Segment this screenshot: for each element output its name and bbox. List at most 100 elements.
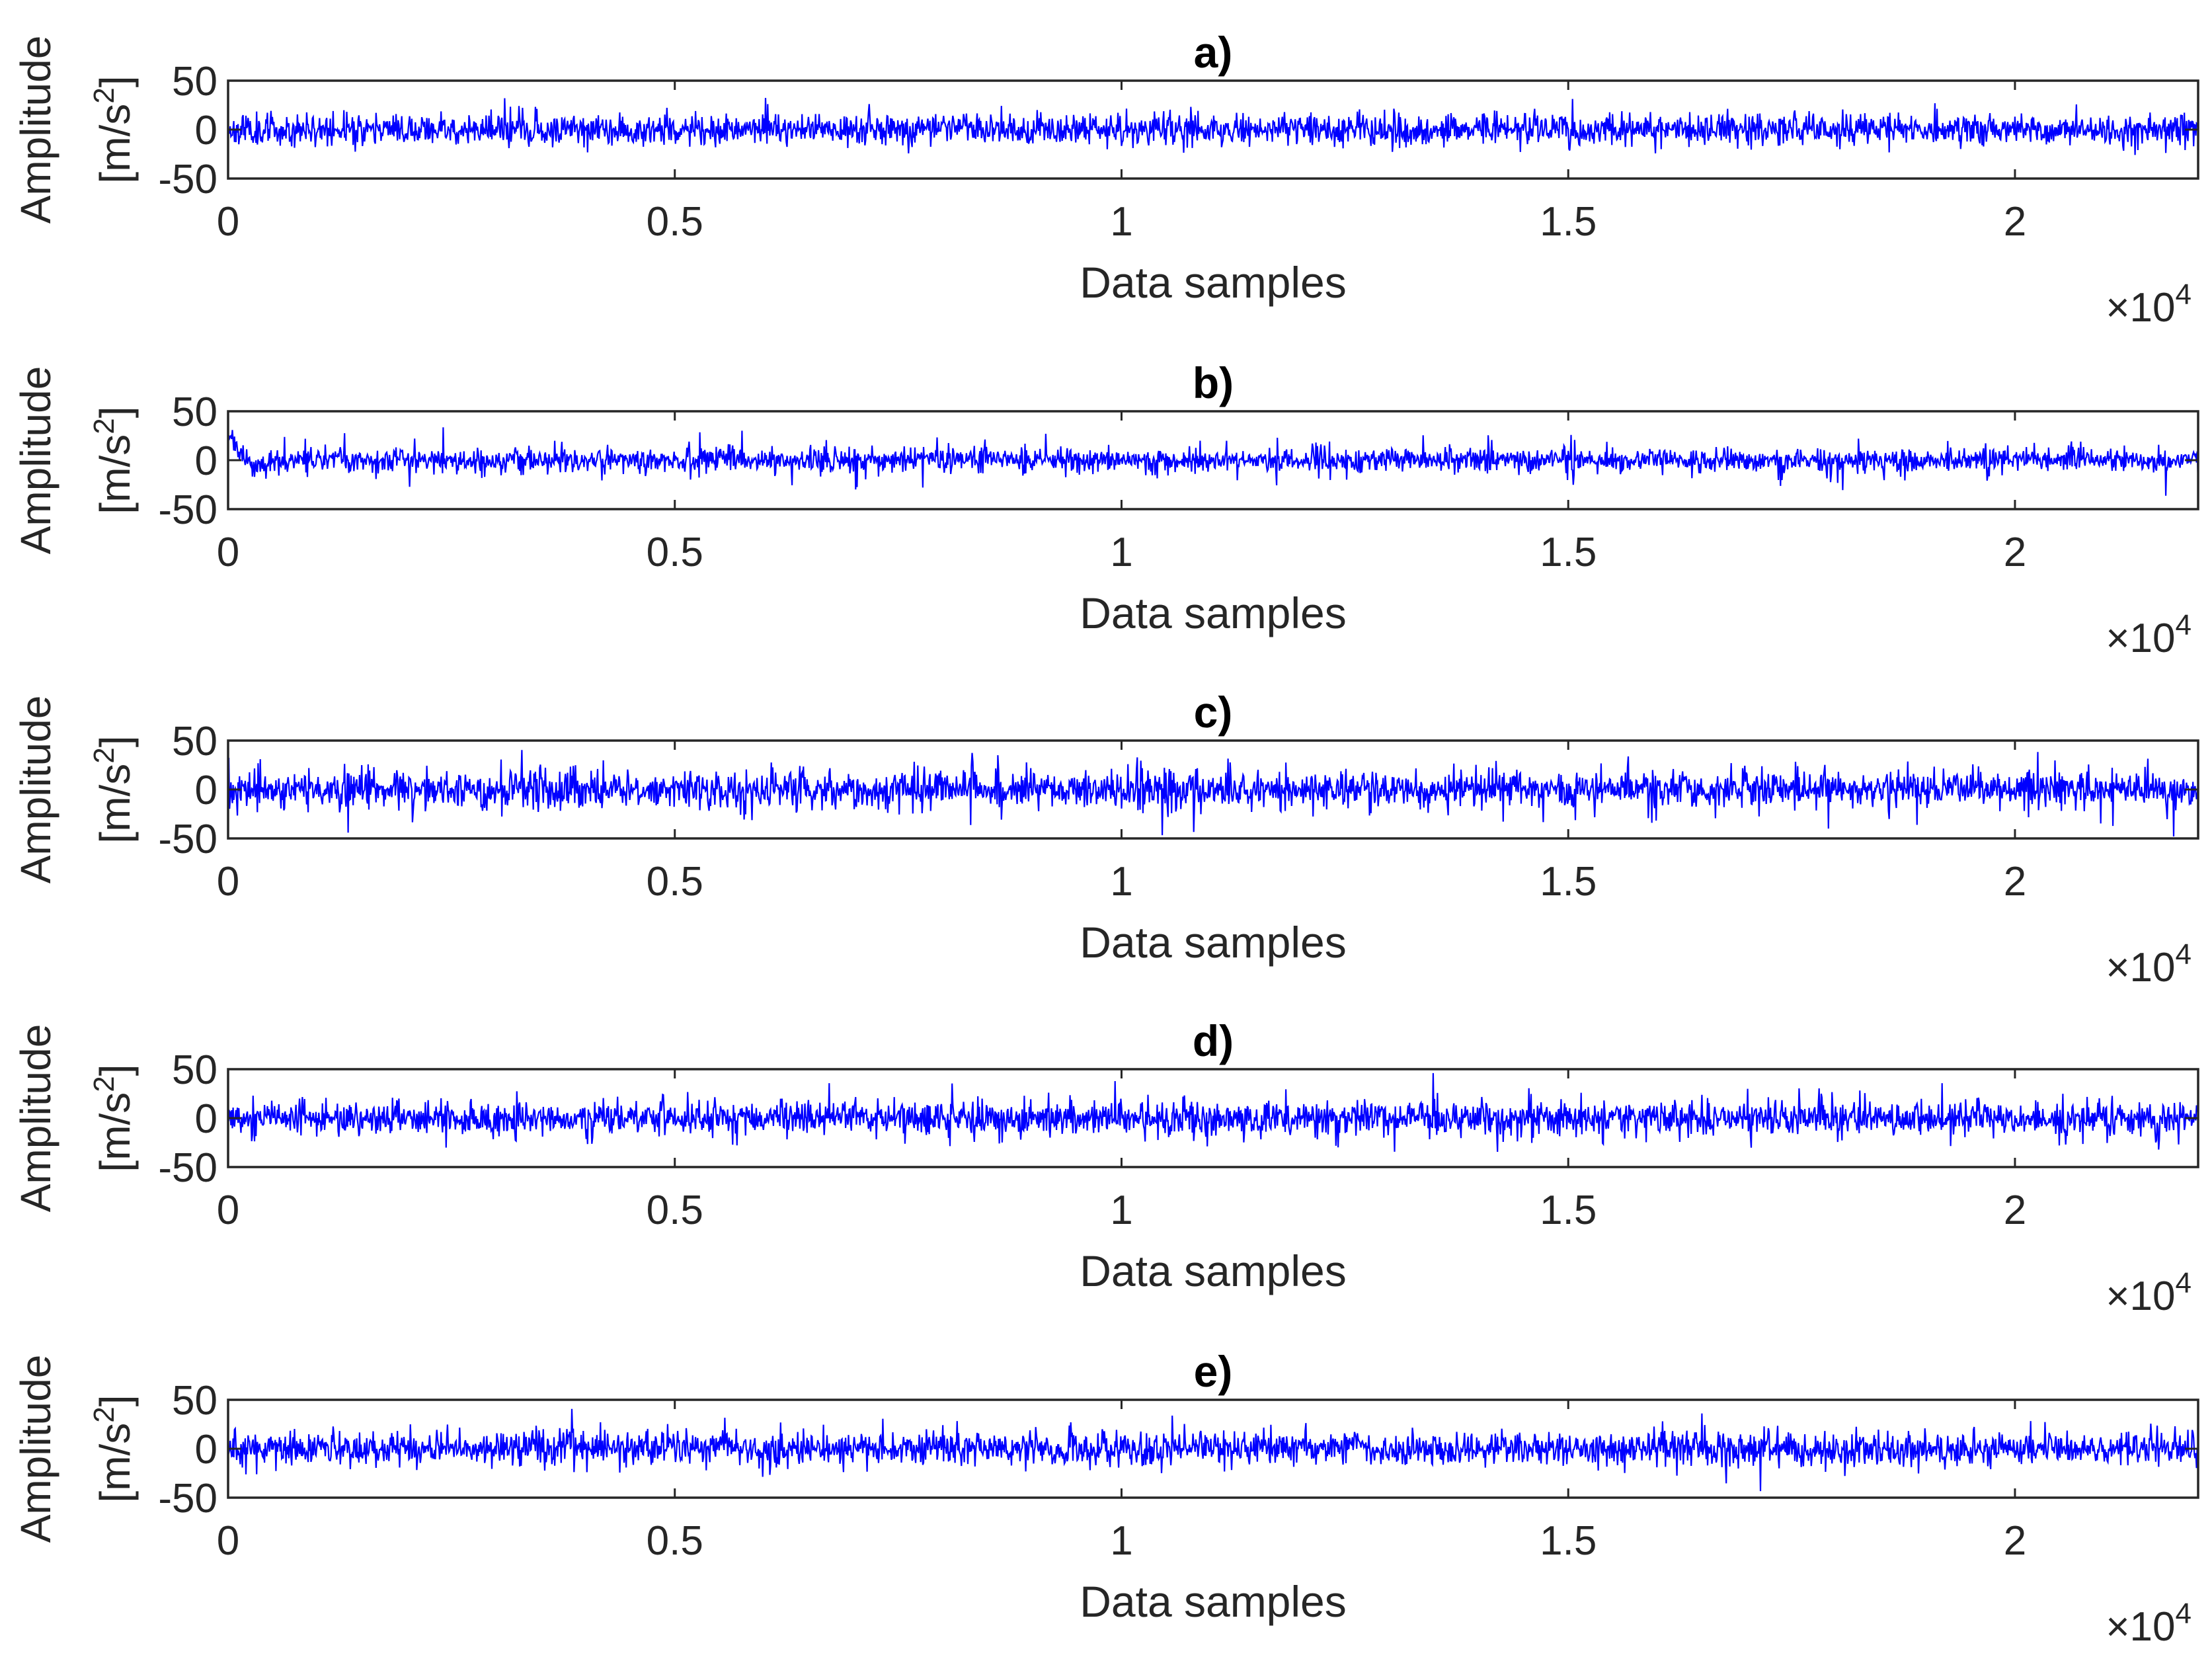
y-axis-label-line1: Amplitude	[12, 1024, 59, 1213]
x-multiplier-base: ×10	[2106, 285, 2175, 331]
y-unit: [m/s	[91, 434, 139, 514]
y-tick-label: 50	[172, 389, 217, 435]
x-tick-label: 0.5	[647, 859, 703, 905]
x-tick-label: 0	[217, 1188, 239, 1233]
y-unit: [m/s	[91, 104, 139, 184]
x-tick-label: 0.5	[647, 530, 703, 575]
y-axis-label-line2: [m/s2]	[88, 1064, 139, 1172]
x-multiplier-base: ×10	[2106, 616, 2175, 661]
x-tick-label: 1.5	[1540, 1518, 1597, 1564]
x-tick-label: 0.5	[647, 1518, 703, 1564]
x-multiplier-base: ×10	[2106, 945, 2175, 991]
x-multiplier-base: ×10	[2106, 1604, 2175, 1650]
subplot-title: d)	[1193, 1016, 1234, 1065]
x-multiplier-exponent: 4	[2176, 609, 2192, 641]
subplot-title: c)	[1194, 688, 1233, 737]
y-tick-label: -50	[158, 157, 217, 202]
x-multiplier: ×104	[2106, 278, 2192, 331]
x-tick-label: 1.5	[1540, 530, 1597, 575]
x-tick-label: 0	[217, 530, 239, 575]
y-unit: [m/s	[91, 1092, 139, 1172]
x-tick-label: 0.5	[647, 199, 703, 245]
x-tick-label: 2	[2004, 530, 2026, 575]
y-tick-label: 50	[172, 719, 217, 764]
y-axis-label-line2: [m/s2]	[88, 1395, 139, 1502]
y-tick-label: -50	[158, 1476, 217, 1521]
y-axis-label-line1: Amplitude	[12, 1355, 59, 1543]
signal-line-d	[228, 1072, 2198, 1153]
y-tick-label: 0	[195, 1096, 217, 1142]
y-tick-label: 0	[195, 768, 217, 813]
y-tick-label: -50	[158, 817, 217, 862]
y-unit-close: ]	[91, 1064, 139, 1076]
x-tick-label: 1	[1110, 199, 1132, 245]
y-axis-label-line1: Amplitude	[12, 366, 59, 555]
x-axis-label: Data samples	[1080, 918, 1347, 967]
y-tick-label: 50	[172, 59, 217, 104]
x-tick-label: 0	[217, 859, 239, 905]
y-unit-exponent: 2	[88, 1406, 120, 1422]
x-multiplier: ×104	[2106, 938, 2192, 991]
y-tick-label: -50	[158, 487, 217, 533]
y-unit-close: ]	[91, 1395, 139, 1406]
x-tick-label: 1	[1110, 859, 1132, 905]
y-unit-close: ]	[91, 406, 139, 418]
y-unit-close: ]	[91, 75, 139, 87]
x-axis-label: Data samples	[1080, 258, 1347, 307]
subplot-title: b)	[1193, 358, 1234, 407]
subplot-title: e)	[1194, 1347, 1233, 1396]
signal-line-a	[228, 98, 2198, 155]
x-tick-label: 1.5	[1540, 1188, 1597, 1233]
x-tick-label: 2	[2004, 199, 2026, 245]
x-tick-label: 2	[2004, 859, 2026, 905]
y-unit-exponent: 2	[88, 87, 120, 103]
x-multiplier-base: ×10	[2106, 1274, 2175, 1319]
x-axis-label: Data samples	[1080, 1246, 1347, 1295]
x-multiplier-exponent: 4	[2176, 278, 2192, 311]
x-multiplier: ×104	[2106, 1267, 2192, 1319]
y-tick-label: 50	[172, 1378, 217, 1424]
y-axis-label-line1: Amplitude	[12, 696, 59, 884]
y-unit-exponent: 2	[88, 418, 120, 434]
x-multiplier-exponent: 4	[2176, 1598, 2192, 1630]
x-tick-label: 1	[1110, 530, 1132, 575]
x-tick-label: 1.5	[1540, 859, 1597, 905]
y-tick-label: 0	[195, 1427, 217, 1473]
y-axis-label-line1: Amplitude	[12, 36, 59, 224]
y-tick-label: 50	[172, 1047, 217, 1093]
signal-line-c	[228, 750, 2198, 837]
x-multiplier-exponent: 4	[2176, 1267, 2192, 1299]
y-unit-close: ]	[91, 735, 139, 747]
x-multiplier: ×104	[2106, 609, 2192, 661]
y-unit-exponent: 2	[88, 1076, 120, 1092]
y-tick-label: -50	[158, 1145, 217, 1191]
y-axis-label-line2: [m/s2]	[88, 406, 139, 514]
x-tick-label: 1	[1110, 1188, 1132, 1233]
y-tick-label: 0	[195, 438, 217, 484]
x-multiplier-exponent: 4	[2176, 938, 2192, 971]
x-tick-label: 2	[2004, 1188, 2026, 1233]
y-axis-label-line2: [m/s2]	[88, 735, 139, 843]
x-tick-label: 1	[1110, 1518, 1132, 1564]
x-multiplier: ×104	[2106, 1598, 2192, 1650]
signal-line-b	[228, 427, 2198, 496]
y-axis-label-line2: [m/s2]	[88, 75, 139, 183]
subplot-title: a)	[1194, 28, 1233, 77]
x-tick-label: 0	[217, 199, 239, 245]
x-tick-label: 1.5	[1540, 199, 1597, 245]
y-unit: [m/s	[91, 764, 139, 844]
y-unit: [m/s	[91, 1423, 139, 1503]
signal-line-e	[228, 1408, 2198, 1492]
x-tick-label: 0	[217, 1518, 239, 1564]
x-axis-label: Data samples	[1080, 1577, 1347, 1626]
x-axis-label: Data samples	[1080, 588, 1347, 637]
x-tick-label: 2	[2004, 1518, 2026, 1564]
y-tick-label: 0	[195, 108, 217, 153]
y-unit-exponent: 2	[88, 747, 120, 763]
